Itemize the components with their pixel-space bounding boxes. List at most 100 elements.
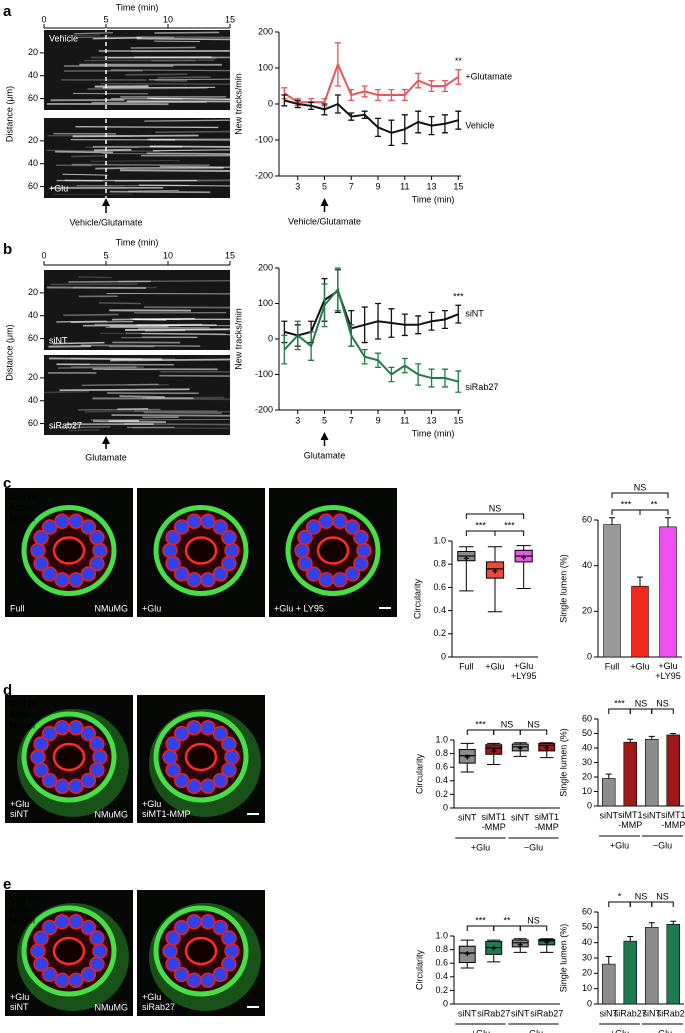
cell-line-label: NMuMG bbox=[95, 1002, 129, 1012]
significance-bracket bbox=[519, 925, 548, 931]
x-tick-label: +Glu bbox=[630, 661, 649, 671]
y-tick-label: 0 bbox=[443, 998, 448, 1008]
x-tick-label: 7 bbox=[349, 415, 354, 425]
error-bar bbox=[441, 309, 448, 329]
error-bar bbox=[321, 283, 328, 328]
nucleus bbox=[221, 555, 237, 572]
nucleus bbox=[89, 930, 105, 946]
kymo-track bbox=[119, 395, 165, 398]
y-tick-label: -100 bbox=[255, 369, 273, 379]
error-bar bbox=[670, 920, 677, 925]
error-bar bbox=[388, 308, 395, 338]
kymo-track bbox=[78, 276, 112, 279]
kymo-track bbox=[46, 149, 160, 152]
nucleus bbox=[33, 762, 49, 778]
nucleus bbox=[294, 542, 310, 559]
bar bbox=[666, 923, 680, 1005]
nucleus bbox=[305, 519, 322, 535]
nucleus bbox=[54, 720, 70, 736]
y-tick-label: 0.6 bbox=[435, 762, 448, 772]
nucleus bbox=[92, 542, 108, 559]
kymo-track bbox=[84, 409, 218, 413]
kymo-track bbox=[62, 173, 108, 176]
y-tick-label: -200 bbox=[255, 170, 273, 180]
nucleus bbox=[221, 529, 237, 546]
whisker-high bbox=[460, 939, 474, 947]
panel-letter: c bbox=[3, 475, 11, 492]
nucleus bbox=[54, 778, 70, 794]
nucleus bbox=[89, 529, 105, 546]
nucleus bbox=[332, 513, 348, 530]
significance-label: *** bbox=[614, 698, 625, 708]
nucleus bbox=[200, 513, 216, 530]
error-bar bbox=[627, 738, 634, 743]
y-axis-label: Circularity bbox=[414, 950, 424, 991]
cell-line-label: NMuMG bbox=[95, 603, 129, 613]
nucleus bbox=[212, 966, 229, 983]
x-tick-label: siNT bbox=[458, 1008, 477, 1018]
stain-legend: Nuclei bbox=[10, 915, 35, 925]
kymo-track bbox=[58, 366, 137, 369]
kymo-x-tick-label: 10 bbox=[163, 14, 173, 24]
nucleus bbox=[30, 943, 46, 959]
kymo-y-tick-label: 20 bbox=[28, 135, 38, 145]
panel-letter: a bbox=[3, 3, 12, 20]
x-tick-label: siRab27 bbox=[614, 1008, 647, 1018]
error-bar bbox=[455, 69, 462, 85]
nucleus bbox=[92, 943, 108, 959]
nucleus bbox=[80, 725, 97, 742]
error-bar bbox=[334, 42, 341, 87]
kymo-track bbox=[125, 328, 231, 331]
nucleus bbox=[68, 571, 84, 588]
y-tick-label: 0.4 bbox=[433, 605, 446, 615]
nucleus bbox=[162, 943, 178, 959]
whisker-low bbox=[460, 763, 474, 773]
significance-bracket bbox=[639, 509, 669, 515]
y-tick-label: 0.6 bbox=[433, 582, 446, 592]
kymo-track bbox=[155, 130, 231, 134]
kymo-y-tick-label: 40 bbox=[28, 158, 38, 168]
x-tick-label: 9 bbox=[376, 181, 381, 191]
kymo-track bbox=[134, 318, 167, 321]
y-axis-label: New tracks/min bbox=[233, 73, 243, 135]
significance-label: NS bbox=[501, 719, 514, 729]
kymo-x-tick-label: 0 bbox=[41, 14, 46, 24]
kymo-y-tick-label: 20 bbox=[28, 47, 38, 57]
whisker-low bbox=[540, 750, 554, 759]
nucleus bbox=[173, 772, 190, 789]
mean-marker bbox=[491, 945, 497, 951]
x-tick-label: +Glu +LY95 bbox=[655, 661, 681, 681]
group-label: +Glu bbox=[471, 1028, 490, 1033]
error-bar bbox=[375, 302, 382, 340]
x-tick-label: 7 bbox=[349, 181, 354, 191]
x-tick-label: siNT bbox=[643, 1008, 662, 1018]
y-tick-label: 20 bbox=[582, 606, 592, 616]
whisker-low bbox=[540, 944, 554, 953]
stain-legend: Actin bbox=[10, 709, 30, 719]
significance-label: NS bbox=[635, 698, 648, 708]
y-tick-label: 1.0 bbox=[433, 535, 446, 545]
x-tick-label: 11 bbox=[400, 415, 409, 425]
kymo-y-tick-label: 20 bbox=[28, 287, 38, 297]
whisker-low bbox=[460, 962, 474, 969]
nucleus bbox=[54, 571, 70, 588]
nucleus bbox=[221, 736, 237, 752]
series-label: Vehicle bbox=[465, 121, 494, 131]
x-tick-label: 5 bbox=[322, 415, 327, 425]
error-bar bbox=[348, 88, 355, 102]
y-tick-label: 200 bbox=[258, 262, 273, 272]
x-tick-label: 13 bbox=[427, 415, 437, 425]
nucleus bbox=[41, 919, 58, 936]
group-label: −Glu bbox=[524, 842, 543, 852]
x-axis-label: Time (min) bbox=[412, 428, 455, 438]
kymo-x-tick-label: 15 bbox=[225, 14, 235, 24]
error-bar bbox=[441, 368, 448, 388]
nucleus bbox=[41, 519, 58, 535]
x-tick-label: 3 bbox=[295, 181, 300, 191]
annotation: *** bbox=[453, 292, 464, 302]
nucleus bbox=[68, 914, 84, 930]
y-tick-label: 20 bbox=[582, 771, 592, 781]
error-bar bbox=[428, 368, 435, 388]
nucleus bbox=[89, 555, 105, 572]
